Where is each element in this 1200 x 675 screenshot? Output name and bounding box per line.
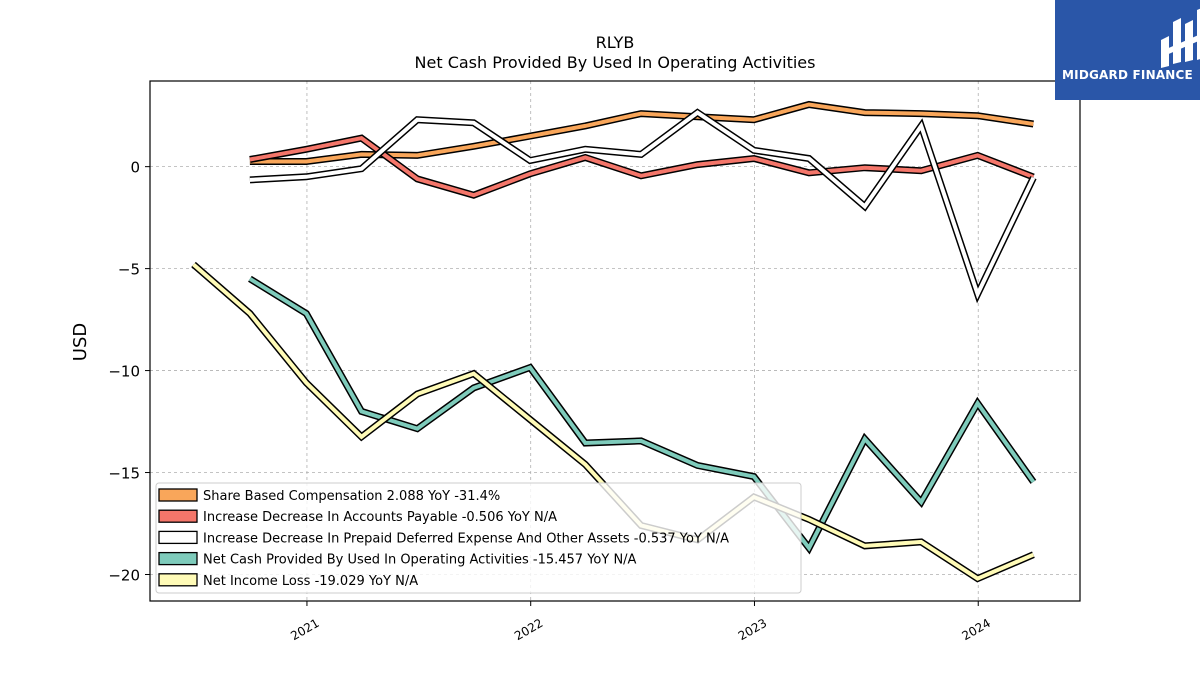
y-tick-label: −15 [108,465,140,483]
y-tick-label: 0 [130,159,140,177]
legend-item: Net Cash Provided By Used In Operating A… [158,551,637,568]
legend-label: Net Income Loss -19.029 YoY N/A [203,574,418,589]
series-layer [191,100,1037,583]
legend-label: Share Based Compensation 2.088 YoY -31.4… [203,489,500,504]
legend-item: Net Income Loss -19.029 YoY N/A [158,573,418,589]
x-tick-label: 2024 [960,616,993,643]
legend-swatch [158,530,198,545]
midgard-logo-icon [1161,8,1200,68]
legend-item: Share Based Compensation 2.088 YoY -31.4… [158,488,500,504]
brand-logo: MIDGARD FINANCE [1055,0,1200,100]
legend-item: Increase Decrease In Prepaid Deferred Ex… [158,530,729,546]
y-tick-label: −20 [108,566,140,584]
legend-swatch [158,509,198,523]
x-tick-label: 2021 [288,616,321,643]
y-tick-label: −10 [108,363,140,381]
series-line [249,108,1037,304]
legend-swatch [158,488,198,502]
legend-label: Increase Decrease In Accounts Payable -0… [203,510,557,525]
legend: Share Based Compensation 2.088 YoY -31.4… [155,482,802,594]
x-tick-label: 2023 [736,616,769,643]
chart-subtitle: Net Cash Provided By Used In Operating A… [415,53,816,72]
legend-label: Increase Decrease In Prepaid Deferred Ex… [203,531,729,546]
legend-label: Net Cash Provided By Used In Operating A… [203,553,637,568]
series-line [248,275,1037,555]
brand-name: MIDGARD FINANCE [1062,68,1193,82]
legend-box [155,482,802,594]
chart-title: RLYB [596,33,635,52]
legend-swatch [158,551,198,566]
series-path [249,110,1036,300]
series-path [248,277,1036,552]
y-axis-label: USD [70,323,91,361]
legend-item: Increase Decrease In Accounts Payable -0… [158,509,557,525]
legend-swatch [158,573,198,587]
x-tick-label: 2022 [512,616,545,643]
y-tick-label: −5 [118,261,140,279]
plot-frame [149,80,1081,602]
